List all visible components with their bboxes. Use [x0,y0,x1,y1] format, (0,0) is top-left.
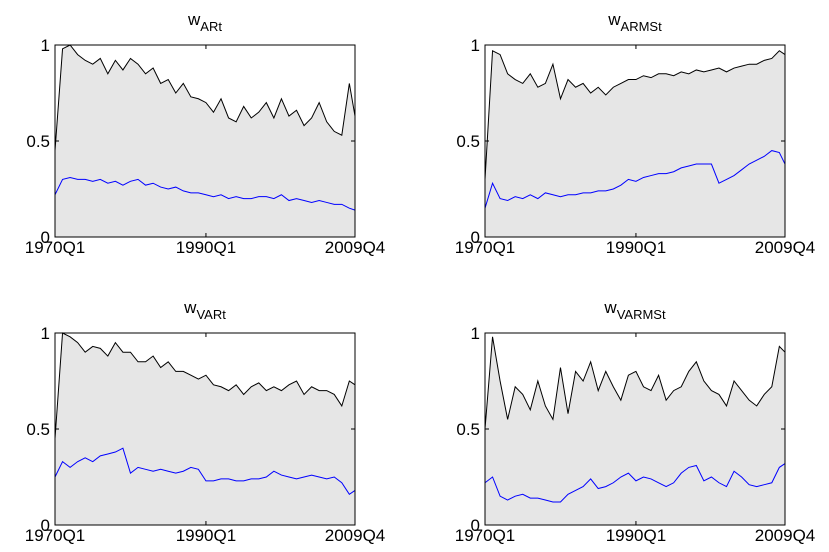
series-line [484,49,786,180]
title-main: w [607,10,621,29]
subplot-title: wARMSt [607,10,662,34]
title-main: w [187,10,201,29]
y-tick-label: 1 [471,324,480,343]
y-tick-label: 0.5 [26,132,50,151]
subplot: wVARMSt 0 0.5 1 1970Q1 1990Q1 2009Q4 [455,298,816,545]
y-tick-label: 0.5 [456,132,480,151]
y-tick-label: 0 [471,516,480,535]
x-tick-label: 1990Q1 [606,238,667,257]
x-tick-label: 1970Q1 [25,526,86,545]
y-tick-label: 1 [41,36,50,55]
y-tick-label: 0 [41,228,50,247]
series-line [484,150,786,209]
subplot: wARt 0 0.5 1 1970Q1 1990Q1 2009Q4 [25,10,386,257]
subplot-title: wVARMSt [603,298,666,322]
y-tick-label: 1 [41,324,50,343]
x-tick-label: 2009Q4 [755,526,816,545]
area-fill [485,336,785,525]
x-tick-label: 2009Q4 [325,238,386,257]
title-subscript: ARt [200,19,222,34]
y-tick-label: 0.5 [456,420,480,439]
subplot-title: wARt [187,10,222,34]
x-tick-label: 1990Q1 [606,526,667,545]
x-tick-label: 1970Q1 [455,238,516,257]
y-tick-label: 1 [471,36,480,55]
x-tick-label: 1970Q1 [25,238,86,257]
series-line [484,336,786,430]
title-subscript: ARMSt [621,19,663,34]
series-line [54,332,356,439]
series-line [484,463,786,503]
x-tick-label: 2009Q4 [325,526,386,545]
x-tick-label: 2009Q4 [755,238,816,257]
series-line [54,44,356,151]
subplot: wARMSt 0 0.5 1 1970Q1 1990Q1 2009Q4 [455,10,816,257]
series-line [54,176,356,211]
y-tick-label: 0 [41,516,50,535]
title-subscript: VARt [196,307,226,322]
title-main: w [183,298,197,317]
x-tick-label: 1990Q1 [176,238,237,257]
subplot: wVARt 0 0.5 1 1970Q1 1990Q1 2009Q4 [25,298,386,545]
x-tick-label: 1970Q1 [455,526,516,545]
y-tick-label: 0.5 [26,420,50,439]
title-subscript: VARMSt [617,307,666,322]
series-line [54,447,356,495]
area-fill [55,333,355,525]
title-main: w [603,298,617,317]
y-tick-label: 0 [471,228,480,247]
area-fill [485,50,785,238]
subplot-title: wVARt [183,298,226,322]
area-fill [55,45,355,237]
x-tick-label: 1990Q1 [176,526,237,545]
